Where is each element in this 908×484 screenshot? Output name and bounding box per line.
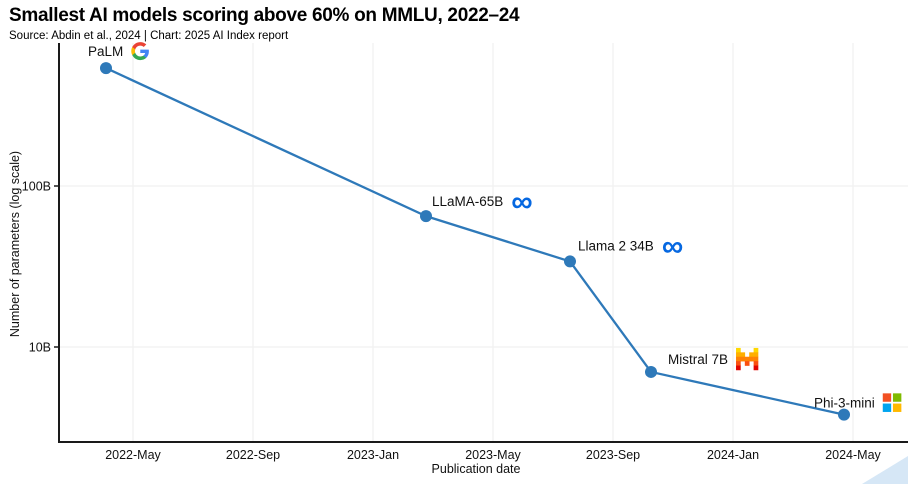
mistral-logo-icon (736, 347, 759, 371)
model-name-label: Mistral 7B (668, 352, 728, 367)
x-tick-label: 2023-Sep (586, 448, 640, 462)
model-name-label: Llama 2 34B (578, 238, 654, 253)
point-label-phi-3-mini: Phi-3-mini (814, 393, 902, 412)
model-name-label: PaLM (88, 44, 123, 59)
y-tick-label: 10B (29, 341, 51, 355)
x-tick-label: 2024-May (825, 448, 881, 462)
x-axis-title: Publication date (431, 462, 521, 476)
y-axis-title: Number of parameters (log scale) (8, 150, 22, 338)
data-point-llama-2-34b (564, 255, 576, 268)
meta-logo-icon: ∞ (662, 230, 683, 263)
point-label-llama-65b: LLaMA-65B ∞ (432, 186, 533, 219)
data-point-palm (100, 62, 112, 75)
gridlines (59, 43, 908, 442)
point-label-mistral-7b: Mistral 7B (668, 347, 759, 371)
corner-watermark (862, 456, 908, 484)
chart-title: Smallest AI models scoring above 60% on … (9, 5, 520, 26)
chart-header: Smallest AI models scoring above 60% on … (9, 5, 520, 42)
google-logo-icon (131, 42, 149, 61)
point-label-palm: PaLM (88, 42, 149, 61)
data-point-mistral-7b (645, 365, 657, 378)
x-tick-label: 2024-Jan (707, 448, 759, 462)
x-tick-label: 2022-Sep (226, 448, 280, 462)
x-tick-label: 2023-Jan (347, 448, 399, 462)
x-tick-label: 2023-May (465, 448, 521, 462)
model-name-label: Phi-3-mini (814, 396, 875, 411)
y-tick-label: 100B (22, 180, 51, 194)
point-label-llama-2-34b: Llama 2 34B ∞ (578, 230, 683, 263)
x-tick-label: 2022-May (105, 448, 161, 462)
data-point-phi-3-mini (838, 408, 850, 421)
data-point-llama-65b (420, 210, 432, 223)
model-name-label: LLaMA-65B (432, 194, 503, 209)
meta-logo-icon: ∞ (511, 186, 532, 219)
chart-subtitle: Source: Abdin et al., 2024 | Chart: 2025… (9, 30, 289, 42)
microsoft-logo-icon (882, 393, 902, 412)
